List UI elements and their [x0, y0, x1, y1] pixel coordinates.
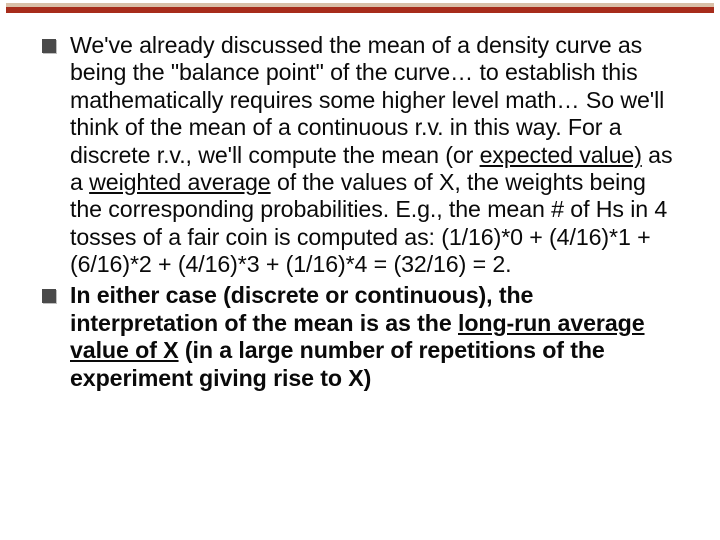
text-run: expected value) — [480, 142, 642, 168]
accent-bar — [0, 0, 720, 14]
square-bullet-icon — [42, 39, 56, 53]
square-bullet-icon — [42, 289, 56, 303]
bullet-row: In either case (discrete or continuous),… — [42, 282, 678, 392]
bullet-text: We've already discussed the mean of a de… — [70, 32, 678, 278]
slide-body: We've already discussed the mean of a de… — [0, 14, 720, 392]
accent-bar-dark — [6, 7, 714, 13]
bullet-text: In either case (discrete or continuous),… — [70, 282, 678, 392]
bullet-row: We've already discussed the mean of a de… — [42, 32, 678, 278]
text-run: weighted average — [89, 169, 270, 195]
